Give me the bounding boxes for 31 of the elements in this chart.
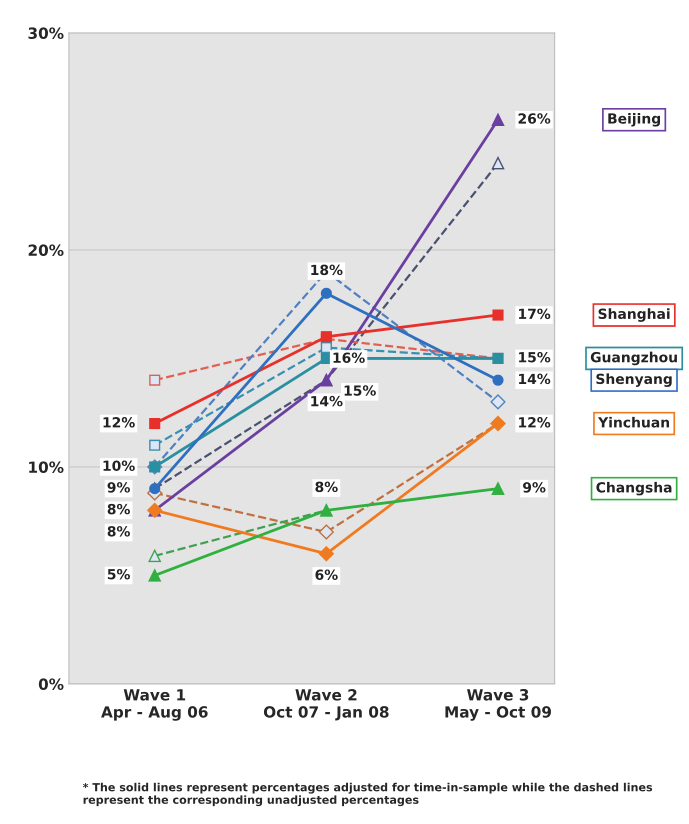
- x-tick-label: Wave 2 Oct 07 - Jan 08: [264, 689, 389, 721]
- data-label: 14%: [311, 396, 343, 406]
- text: Shenyang: [596, 373, 672, 387]
- data-label: 8%: [108, 504, 130, 514]
- data-label: 9%: [523, 482, 546, 493]
- data-label: 5%: [108, 568, 130, 580]
- text: Guangzhou: [590, 352, 677, 366]
- text: Shanghai: [598, 308, 670, 322]
- data-label: 17%: [519, 308, 550, 320]
- y-tick-label: 0%: [38, 678, 64, 690]
- y-tick-label: 10%: [29, 461, 64, 473]
- text: * The solid lines represent percentages adjusted for time-in-sample while the dashed lines represent the corresponding unadjusted percentages: [82, 782, 652, 806]
- data-label: 15%: [344, 385, 376, 396]
- data-label: 8%: [315, 482, 338, 492]
- x-tick-label: Wave 3 May - Oct 09: [445, 689, 551, 721]
- y-tick-label: 20%: [28, 244, 64, 256]
- data-label: 16%: [334, 352, 365, 363]
- data-label: 12%: [104, 417, 135, 428]
- data-label: 9%: [108, 482, 130, 493]
- x-tick-label: Wave 1 Apr - Aug 06: [101, 689, 208, 721]
- data-label: 10%: [104, 460, 135, 471]
- text: Yinchuan: [598, 416, 670, 428]
- data-label: 6%: [315, 569, 338, 580]
- text: Changsha: [596, 482, 672, 496]
- text: Beijing: [608, 112, 660, 127]
- data-label: 14%: [519, 374, 550, 384]
- data-label: 12%: [519, 417, 550, 428]
- data-label: 15%: [519, 352, 550, 362]
- data-label: 8%: [108, 526, 130, 537]
- data-label: 26%: [518, 113, 550, 124]
- y-tick-label: 30%: [28, 27, 64, 39]
